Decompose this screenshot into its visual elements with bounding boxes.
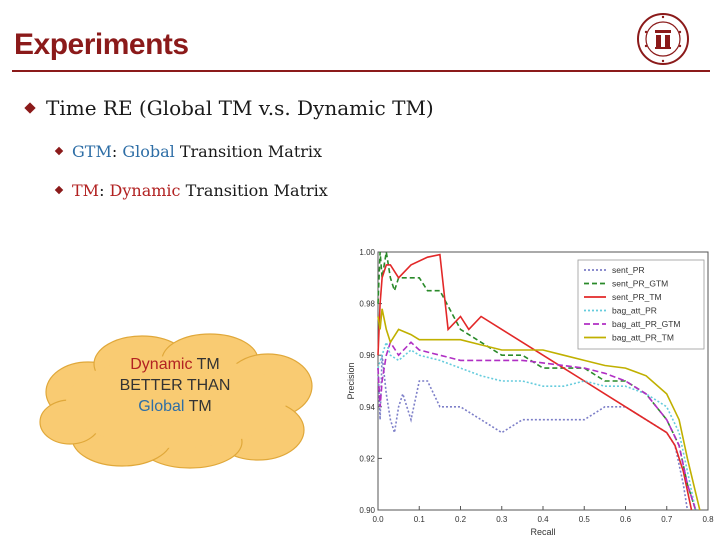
y-tick-label: 0.92 xyxy=(359,454,375,463)
x-tick-label: 0.2 xyxy=(455,515,467,524)
y-tick-label: 0.98 xyxy=(359,300,375,309)
series-line-bag_att_PR_TM xyxy=(377,308,701,511)
x-tick-label: 0.6 xyxy=(620,515,632,524)
callout-tm-1: TM xyxy=(192,356,220,373)
y-tick-label: 0.90 xyxy=(359,506,375,515)
series-line-sent_PR_GTM xyxy=(377,251,697,511)
gtm-highlight: Global xyxy=(122,142,175,161)
university-seal-icon xyxy=(637,13,689,65)
callout-cloud xyxy=(39,333,313,469)
callout-dynamic: Dynamic xyxy=(130,356,193,373)
bullet-diamond-icon xyxy=(54,185,64,194)
x-tick-label: 0.4 xyxy=(537,515,549,524)
gtm-abbr: GTM xyxy=(72,142,112,161)
gtm-sep: : xyxy=(111,142,123,161)
callout-tm-2: TM xyxy=(184,398,212,415)
callout-line-3: Global TM xyxy=(60,396,290,417)
tm-highlight: Dynamic xyxy=(109,181,181,200)
x-tick-label: 0.1 xyxy=(414,515,426,524)
series-line-sent_PR_TM xyxy=(377,253,693,511)
x-tick-label: 0.5 xyxy=(579,515,591,524)
x-axis-label: Recall xyxy=(530,527,555,537)
y-tick-label: 0.94 xyxy=(359,403,375,412)
legend-label: bag_att_PR_GTM xyxy=(612,319,681,329)
bullet-main: Time RE (Global TM v.s. Dynamic TM) xyxy=(24,96,434,120)
callout-global: Global xyxy=(138,398,185,415)
series-line-bag_att_PR xyxy=(377,339,697,511)
callout-line-2: BETTER THAN xyxy=(119,377,231,394)
bullet-main-text: Time RE (Global TM v.s. Dynamic TM) xyxy=(46,96,434,120)
x-tick-label: 0.0 xyxy=(372,515,384,524)
bullet-diamond-icon xyxy=(24,101,36,114)
x-tick-label: 0.3 xyxy=(496,515,508,524)
legend-label: sent_PR_GTM xyxy=(612,279,668,289)
x-tick-label: 0.8 xyxy=(702,515,714,524)
legend-label: bag_att_PR xyxy=(612,306,657,316)
x-tick-label: 0.7 xyxy=(661,515,673,524)
legend-label: bag_att_PR_TM xyxy=(612,333,674,343)
callout-line-1: Dynamic TM xyxy=(60,354,290,375)
title-rule xyxy=(12,70,710,72)
precision-recall-chart: 0.0 0.1 0.2 0.3 0.4 0.5 0.6 0.7 0.8 0.90 0.92 0.94 0… xyxy=(346,248,714,537)
series-line-bag_att_PR_GTM xyxy=(377,340,697,511)
callout-text: Dynamic TM BETTER THAN Global TM xyxy=(60,354,290,417)
y-tick-label: 1.00 xyxy=(359,248,375,257)
tm-sep: : xyxy=(99,181,110,200)
gtm-rest: Transition Matrix xyxy=(174,142,323,161)
slide-title: Experiments xyxy=(14,28,189,61)
bullet-diamond-icon xyxy=(54,146,64,155)
bullet-gtm: GTM: Global Transition Matrix xyxy=(54,142,323,161)
bullet-tm: TM: Dynamic Transition Matrix xyxy=(54,181,328,200)
legend-box xyxy=(577,259,705,350)
legend-label: sent_PR_TM xyxy=(612,292,662,302)
legend-label: sent_PR xyxy=(612,265,645,275)
tm-rest: Transition Matrix xyxy=(180,181,328,200)
y-axis-label: Precision xyxy=(346,362,356,399)
tm-abbr: TM xyxy=(72,181,100,200)
y-tick-label: 0.96 xyxy=(359,351,375,360)
